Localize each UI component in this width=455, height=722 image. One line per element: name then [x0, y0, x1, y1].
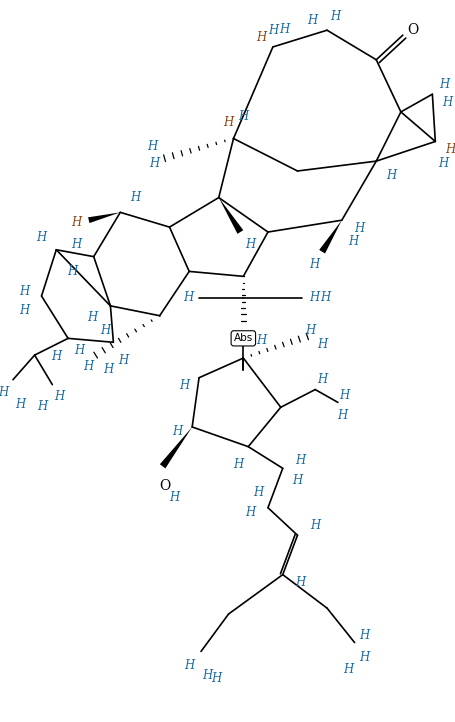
Text: H: H — [238, 110, 248, 123]
Polygon shape — [160, 427, 192, 469]
Text: H: H — [309, 519, 320, 532]
Text: H: H — [316, 373, 327, 386]
Text: H: H — [437, 157, 447, 170]
Text: H: H — [147, 140, 157, 153]
Text: H: H — [444, 143, 454, 156]
Text: H: H — [295, 454, 305, 467]
Text: H: H — [329, 10, 339, 23]
Text: H: H — [184, 658, 194, 671]
Text: H: H — [183, 292, 193, 305]
Text: H: H — [71, 238, 81, 251]
Text: H: H — [202, 669, 212, 682]
Text: H: H — [211, 671, 222, 684]
Text: H: H — [19, 304, 29, 317]
Text: H: H — [51, 349, 61, 362]
Text: H: H — [319, 292, 329, 305]
Text: H: H — [292, 474, 302, 487]
Text: H: H — [54, 390, 64, 403]
Text: H: H — [0, 386, 8, 399]
Text: H: H — [304, 324, 315, 337]
Text: H: H — [267, 24, 278, 37]
Polygon shape — [88, 212, 120, 223]
Text: H: H — [354, 222, 364, 235]
Polygon shape — [318, 220, 341, 253]
Text: H: H — [385, 170, 395, 183]
Text: O: O — [406, 23, 417, 38]
Text: H: H — [339, 389, 349, 402]
Text: H: H — [295, 576, 305, 589]
Text: H: H — [15, 398, 25, 411]
Text: H: H — [67, 265, 77, 278]
Text: H: H — [223, 116, 233, 129]
Text: H: H — [103, 363, 113, 376]
Text: H: H — [71, 216, 81, 229]
Text: H: H — [245, 506, 255, 519]
Polygon shape — [218, 198, 243, 234]
Text: H: H — [308, 292, 318, 305]
Text: H: H — [348, 235, 358, 248]
Text: H: H — [245, 238, 255, 251]
Text: H: H — [19, 284, 29, 297]
Text: H: H — [253, 487, 263, 500]
Text: H: H — [438, 78, 448, 91]
Text: H: H — [169, 492, 179, 505]
Text: H: H — [87, 311, 98, 324]
Text: H: H — [307, 14, 317, 27]
Text: H: H — [359, 629, 369, 642]
Text: H: H — [36, 232, 46, 245]
Text: H: H — [118, 354, 128, 367]
Text: H: H — [149, 157, 160, 170]
Text: H: H — [441, 95, 451, 108]
Text: H: H — [359, 651, 369, 664]
Text: H: H — [74, 344, 84, 357]
Text: Abs: Abs — [233, 334, 253, 344]
Text: H: H — [255, 30, 266, 43]
Text: H: H — [336, 409, 346, 422]
Text: H: H — [37, 400, 47, 413]
Text: H: H — [130, 191, 140, 204]
Text: H: H — [179, 379, 189, 392]
Text: H: H — [233, 458, 243, 471]
Text: H: H — [316, 338, 327, 351]
Text: H: H — [83, 360, 94, 373]
Text: H: H — [308, 258, 318, 271]
Text: H: H — [172, 425, 182, 438]
Text: O: O — [159, 479, 170, 493]
Text: H: H — [279, 22, 289, 35]
Text: H: H — [343, 663, 353, 676]
Text: H: H — [255, 334, 266, 347]
Text: H: H — [100, 324, 111, 337]
